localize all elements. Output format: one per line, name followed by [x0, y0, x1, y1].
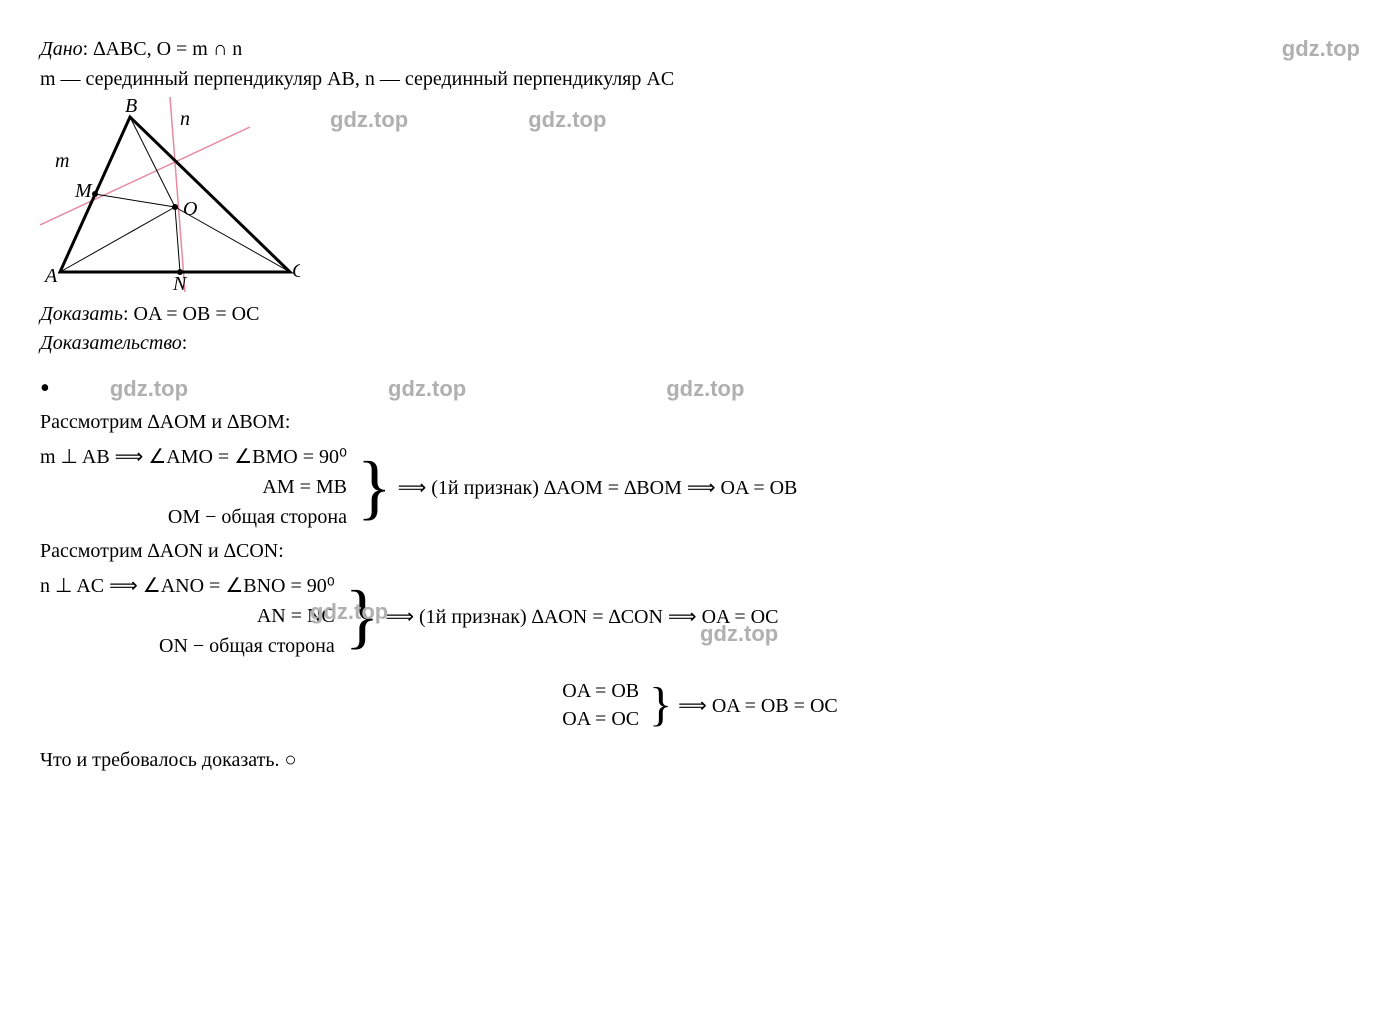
qed: Что и требовалось доказать. ○: [40, 749, 1360, 772]
line-m: [40, 127, 250, 225]
block1-conclusion: ⟹ (1й признак) ∆AOM = ∆BOM ⟹ OA = OB: [398, 475, 798, 500]
desc-m: m — серединный перпендикуляр AB,: [40, 68, 365, 90]
consider1: Рассмотрим ∆AOM и ∆BOM:: [40, 411, 1360, 434]
prove-row: Доказать: OA = OB = OC: [40, 303, 1360, 326]
block1-l2: AM = MB: [262, 472, 347, 502]
proof-block-2: n ⊥ AC ⟹ ∠ANO = ∠BNO = 90⁰ AN = NC ON − …: [40, 571, 1360, 661]
label-n-line: n: [180, 108, 190, 130]
final-l1: OA = OB: [562, 677, 639, 705]
proof-label: Доказательство: [40, 332, 182, 354]
given-math: : ∆ABC, O = m ∩ n: [83, 38, 243, 60]
watermark-b1: gdz.top: [110, 376, 188, 402]
watermark-top-right: gdz.top: [1282, 36, 1360, 62]
proof-colon: :: [182, 332, 188, 354]
given-label: Дано: [40, 38, 83, 60]
final-premises: OA = OB OA = OC: [562, 677, 639, 733]
final-block: OA = OB OA = OC } ⟹ OA = OB = OC: [562, 677, 838, 733]
label-a: A: [43, 265, 58, 287]
block1-l1: m ⊥ AB ⟹ ∠AMO = ∠BMO = 90⁰: [40, 442, 347, 472]
desc-row: m — серединный перпендикуляр AB, n — сер…: [40, 68, 1360, 91]
block2-l1: n ⊥ AC ⟹ ∠ANO = ∠BNO = 90⁰: [40, 571, 335, 601]
final-block-wrap: OA = OB OA = OC } ⟹ OA = OB = OC: [40, 669, 1360, 741]
final-l2: OA = OC: [562, 705, 639, 733]
watermark-diag-1: gdz.top: [330, 107, 408, 133]
bullet-watermarks: gdz.top gdz.top gdz.top: [110, 376, 745, 402]
label-n-pt: N: [172, 273, 188, 295]
proof-block-1: m ⊥ AB ⟹ ∠AMO = ∠BMO = 90⁰ AM = MB OM − …: [40, 442, 1360, 532]
block1-l3: OM − общая сторона: [168, 502, 347, 532]
bullet-row: • gdz.top gdz.top gdz.top: [40, 373, 1360, 405]
watermark-block2-a: gdz.top: [310, 599, 388, 625]
label-c: C: [292, 260, 300, 282]
given-text: Дано: ∆ABC, O = m ∩ n: [40, 38, 242, 61]
label-m-pt: M: [74, 180, 93, 202]
block1-premises: m ⊥ AB ⟹ ∠AMO = ∠BMO = 90⁰ AM = MB OM − …: [40, 442, 347, 532]
final-conclusion: ⟹ OA = OB = OC: [678, 693, 838, 718]
diagram-row: A B C M N O m n gdz.top gdz.top: [40, 97, 1360, 297]
watermark-diag-2: gdz.top: [528, 107, 606, 133]
brace-1: }: [357, 455, 392, 520]
diagram-watermarks: gdz.top gdz.top: [330, 107, 606, 133]
given-row: Дано: ∆ABC, O = m ∩ n gdz.top: [40, 36, 1360, 62]
label-b: B: [125, 97, 137, 117]
watermark-b3: gdz.top: [666, 376, 744, 402]
prove-text: : OA = OB = OC: [123, 303, 259, 325]
seg-mo: [95, 194, 175, 207]
watermark-block2-b: gdz.top: [700, 621, 778, 647]
consider2: Рассмотрим ∆AON и ∆CON:: [40, 540, 1360, 563]
seg-bo: [130, 117, 175, 207]
prove-label: Доказать: [40, 303, 123, 325]
proof-label-row: Доказательство:: [40, 332, 1360, 355]
watermark-b2: gdz.top: [388, 376, 466, 402]
block2-l3: ON − общая сторона: [159, 631, 335, 661]
desc-n: n — серединный перпендикуляр AC: [365, 68, 674, 90]
label-o-pt: O: [183, 198, 197, 220]
bullet-icon: •: [40, 373, 50, 405]
seg-ao: [60, 207, 175, 272]
point-o: [172, 204, 178, 210]
label-m-line: m: [55, 150, 69, 172]
point-m: [92, 191, 98, 197]
block2-premises: n ⊥ AC ⟹ ∠ANO = ∠BNO = 90⁰ AN = NC ON − …: [40, 571, 335, 661]
brace-final: }: [649, 683, 672, 726]
triangle-diagram: A B C M N O m n: [40, 97, 300, 297]
